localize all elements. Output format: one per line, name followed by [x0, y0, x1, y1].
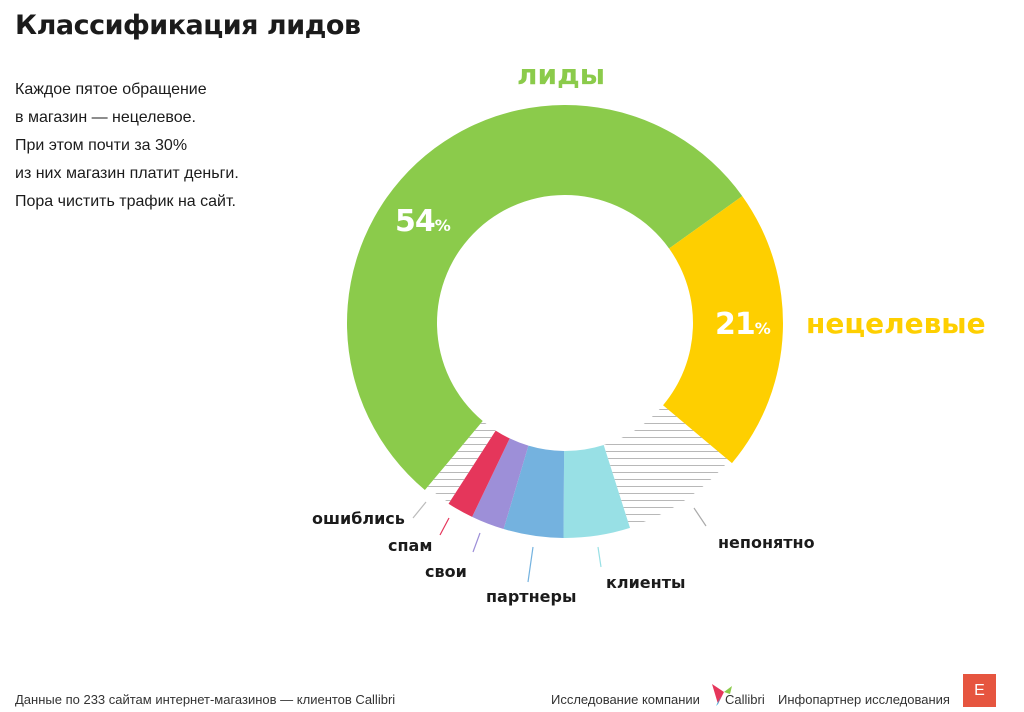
leader-line-spam	[439, 517, 450, 536]
slice-4	[503, 445, 565, 538]
description-line: в магазин — нецелевое.	[15, 109, 196, 126]
label-lidy: лиды	[517, 58, 606, 91]
description-line: Каждое пятое обращение	[15, 81, 207, 98]
leader-line-klienty	[597, 546, 602, 568]
label-necelevye: нецелевые	[806, 307, 986, 340]
value-label-necelevye: 21%	[715, 307, 771, 342]
leader-line-oshiblis	[412, 501, 427, 519]
description-line: При этом почти за 30%	[15, 137, 188, 154]
leader-line-svoi	[472, 532, 481, 553]
page-title: Классификация лидов	[15, 10, 361, 41]
label-oshiblis: ошиблись	[312, 509, 405, 528]
label-spam: спам	[388, 536, 433, 555]
description: Каждое пятое обращение в магазин — нецел…	[15, 76, 239, 216]
slice-6	[448, 430, 510, 517]
slice-3	[563, 445, 631, 538]
slice-2	[603, 405, 729, 527]
leader-line-neponyatno	[693, 507, 707, 527]
leader-lines	[412, 501, 707, 583]
leader-line-partnery	[527, 546, 534, 583]
description-line: Пора чистить трафик на сайт.	[15, 193, 236, 210]
label-neponyatno: непонятно	[718, 533, 815, 552]
slice-7	[427, 421, 496, 503]
slice-1	[663, 196, 783, 464]
label-svoi: свои	[425, 562, 467, 581]
callibri-bird-icon	[712, 684, 732, 706]
label-partnery: партнеры	[486, 587, 577, 606]
footer-company: Callibri	[725, 692, 765, 707]
footer-source: Данные по 233 сайтам интернет-магазинов …	[15, 692, 396, 707]
partner-logo: E	[963, 674, 996, 707]
label-klienty: клиенты	[606, 573, 686, 592]
slice-0	[346, 104, 743, 490]
description-line: из них магазин платит деньги.	[15, 165, 239, 182]
footer-infopartner: Инфопартнер исследования	[778, 692, 950, 707]
value-label-lidy: 54%	[395, 204, 451, 239]
slice-5	[472, 438, 529, 530]
footer-research-by: Исследование компании	[551, 692, 700, 707]
